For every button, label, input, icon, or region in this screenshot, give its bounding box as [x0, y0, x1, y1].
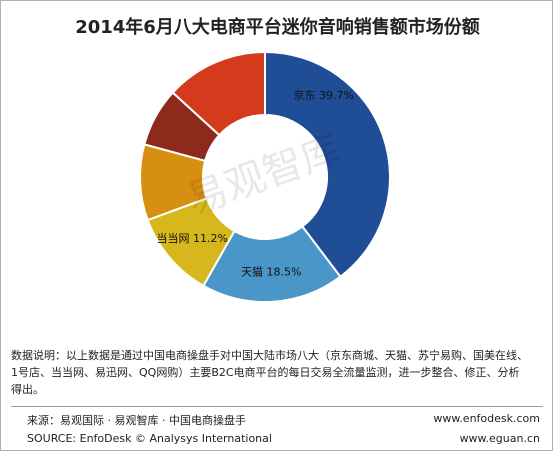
slice-0 [264, 50, 391, 279]
donut-chart: 易观智库 京东 39.7%天猫 18.5%当当网 11.2% [139, 50, 391, 303]
source-cn: 来源：易观国际 · 易观智库 · 中国电商操盘手 [27, 414, 246, 427]
slice-1 [202, 225, 342, 303]
url-eguan[interactable]: www.eguan.cn [459, 432, 540, 445]
source-en: SOURCE: EnfoDesk © Analysys Internationa… [27, 432, 272, 445]
chart-title: 2014年6月八大电商平台迷你音响销售额市场份额 [75, 17, 480, 38]
labels-group: 京东 39.7% 天猫 18.5% 当当网 11.2% [156, 88, 353, 278]
url-enfodesk[interactable]: www.enfodesk.com [433, 412, 540, 425]
slice-5 [171, 50, 266, 137]
slice-label-2: 当当网 11.2% [156, 231, 227, 245]
slices-group [139, 50, 391, 303]
slice-label-1: 天猫 18.5% [241, 265, 301, 278]
note-line-1: 数据说明：以上数据是通过中国电商操盘手对中国大陆市场八大（京东商城、天猫、苏宁易… [11, 349, 528, 362]
note-line-2: 1号店、当当网、易迅网、QQ网购）主要B2C电商平台的每日交易全流量监测，进一步… [11, 366, 520, 379]
data-note: 数据说明：以上数据是通过中国电商操盘手对中国大陆市场八大（京东商城、天猫、苏宁易… [11, 347, 543, 398]
footer-divider [11, 406, 543, 407]
note-line-3: 得出。 [11, 383, 44, 396]
slice-label-0: 京东 39.7% [293, 88, 353, 102]
